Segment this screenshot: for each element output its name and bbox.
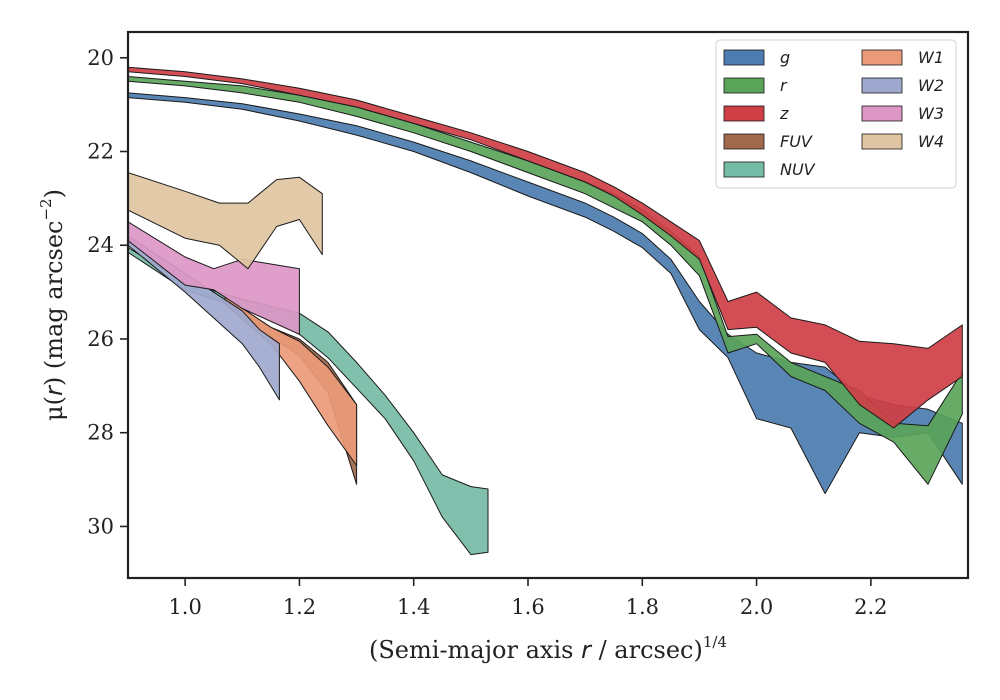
legend-swatch-z — [723, 105, 765, 122]
series-area-g — [128, 92, 963, 495]
legend-swatch-nuv — [723, 161, 765, 178]
x-tick-label: 1.6 — [511, 595, 544, 619]
y-axis-label-pre: μ( — [40, 396, 68, 421]
x-tick-label: 2.2 — [854, 595, 887, 619]
x-tick-label: 1.0 — [168, 595, 201, 619]
x-tick-label: 2.0 — [740, 595, 773, 619]
legend-label-w3: W3 — [918, 104, 944, 123]
legend-label-w4: W4 — [918, 132, 944, 151]
x-tick-label: 1.4 — [397, 595, 430, 619]
y-axis-ticks: 20 22 24 26 28 30 — [87, 46, 128, 538]
legend-swatch-w3 — [861, 105, 903, 122]
y-tick-label: 24 — [87, 233, 114, 257]
y-axis-label-mid: ) (mag arcsec — [40, 221, 68, 387]
legend-box — [715, 39, 957, 189]
legend-label-w2: W2 — [918, 76, 944, 95]
x-axis-label-sup: 1/4 — [703, 633, 727, 651]
legend-swatch-w1 — [861, 49, 903, 66]
x-axis-label-var: r — [581, 636, 593, 664]
plot-frame — [126, 30, 970, 580]
series-area-nuv — [128, 247, 489, 556]
x-tick-label: 1.8 — [626, 595, 659, 619]
legend-label-fuv: FUV — [780, 132, 813, 151]
series-area-z — [128, 66, 963, 429]
plot-areas — [128, 66, 963, 556]
x-axis-label: (Semi-major axis r / arcsec)1/4 — [369, 633, 727, 664]
legend-swatch-g — [723, 49, 765, 66]
y-tick-label: 26 — [87, 327, 114, 351]
series-area-w3 — [128, 221, 300, 335]
legend-label-r: r — [780, 76, 788, 95]
y-tick-label: 22 — [87, 140, 114, 164]
legend-swatch-fuv — [723, 133, 765, 150]
y-axis-label-post: ) — [40, 189, 68, 198]
x-axis-ticks: 1.0 1.2 1.4 1.6 1.8 2.0 2.2 — [168, 578, 888, 619]
y-axis-label-var: r — [40, 384, 68, 396]
y-tick-label: 28 — [87, 421, 114, 445]
legend: grz FUV NUV W1 W2 W3 W4 — [715, 39, 957, 189]
legend-label-w1: W1 — [918, 48, 944, 67]
x-axis-label-pre: (Semi-major axis — [369, 636, 581, 664]
x-tick-label: 1.2 — [283, 595, 316, 619]
legend-label-z: z — [779, 104, 789, 123]
y-tick-label: 20 — [87, 46, 114, 70]
legend-label-g: g — [780, 48, 790, 67]
legend-swatch-w4 — [861, 133, 903, 150]
y-tick-label: 30 — [87, 514, 114, 538]
legend-swatch-w2 — [861, 77, 903, 94]
legend-label-nuv: NUV — [780, 160, 816, 179]
y-axis-label: μ(r) (mag arcsec−2) — [37, 189, 68, 421]
legend-swatch-r — [723, 77, 765, 94]
series-area-w4 — [128, 172, 323, 270]
x-axis-label-mid: / arcsec) — [591, 636, 703, 664]
y-axis-label-sup: −2 — [37, 198, 55, 220]
